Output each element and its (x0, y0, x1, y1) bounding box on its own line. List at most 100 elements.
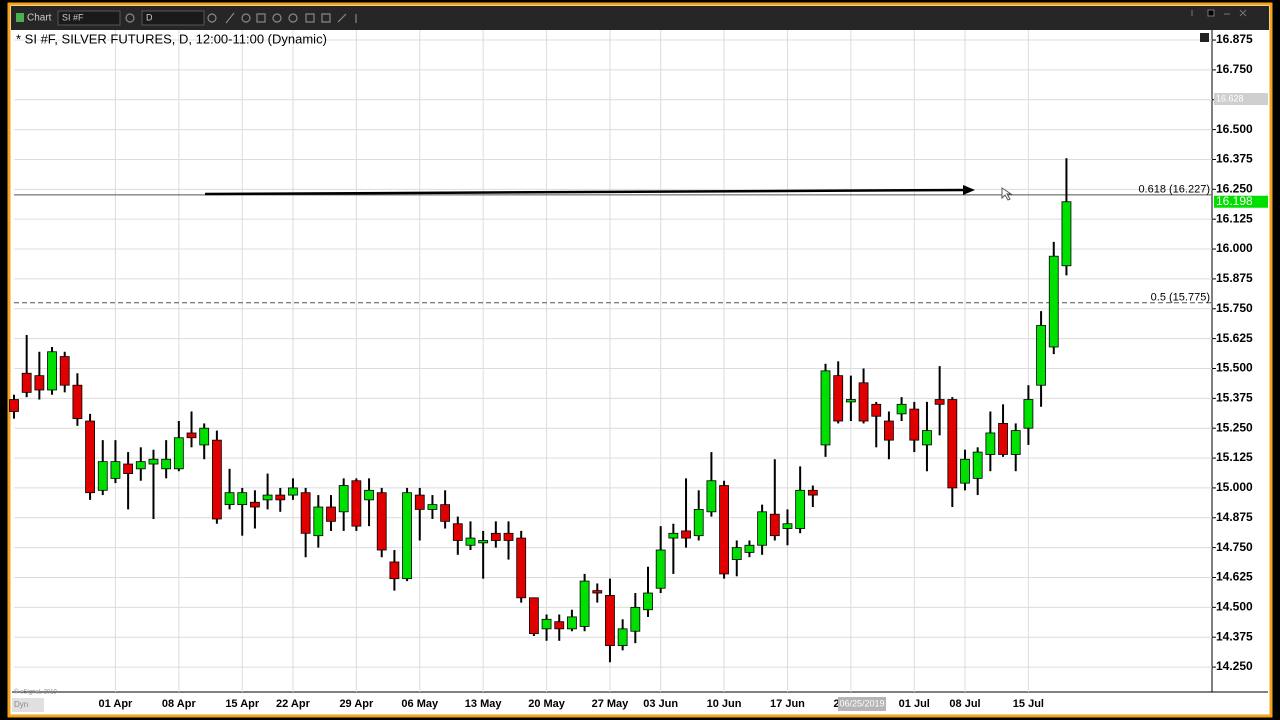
candle-body (440, 504, 451, 522)
candle-body (1036, 325, 1046, 386)
candle-body (909, 408, 920, 441)
candle-body (376, 492, 387, 551)
toolbar-icons[interactable] (125, 12, 357, 24)
candle-body (135, 461, 146, 470)
candle-body (985, 432, 996, 455)
candle-body (59, 356, 70, 386)
candle-body (998, 423, 1008, 455)
symbol-input[interactable]: SI #F (62, 12, 84, 22)
x-tick-label: 15 Apr (225, 698, 260, 710)
chart-title: * SI #F, SILVER FUTURES, D, 12:00-11:00 … (16, 31, 327, 46)
candle-body (72, 384, 83, 420)
candle-body (833, 375, 844, 422)
candle-body (820, 370, 831, 446)
candle-body (643, 592, 653, 611)
candle-body (503, 532, 514, 541)
candle-body (1023, 399, 1034, 429)
candle-body (795, 489, 806, 529)
x-tick-label: 17 Jun (770, 698, 805, 710)
x-tick-label: 20 May (528, 698, 566, 710)
candle-body (465, 537, 476, 546)
candle-body (250, 501, 260, 508)
x-tick-label: 06 May (401, 698, 439, 710)
interval-input[interactable]: D (146, 12, 153, 22)
candle-body (845, 399, 856, 403)
candle-body (731, 547, 742, 560)
candle-body (528, 597, 539, 635)
y-tick-label: 15.375 (1216, 391, 1253, 405)
candle-body (884, 420, 894, 441)
candle-body (592, 590, 603, 594)
candle-body (34, 375, 45, 391)
candle-body (237, 492, 248, 506)
y-tick-label: 16.875 (1216, 32, 1253, 46)
candle-body (288, 487, 298, 496)
x-tick-label: 10 Jun (707, 698, 742, 710)
y-tick-label: 14.250 (1216, 659, 1253, 673)
x-tick-label: 29 Apr (339, 698, 374, 710)
fib-label: 0.5 (15.775) (1151, 292, 1210, 304)
candle-body (275, 494, 286, 501)
candle-body (744, 544, 755, 553)
candle-body (541, 618, 552, 630)
y-tick-label: 15.125 (1216, 450, 1253, 464)
copyright: © eSignal, 2019 (14, 689, 57, 696)
candle-body (262, 494, 273, 501)
window-buttons[interactable] (1191, 9, 1247, 17)
candle-body (85, 420, 95, 494)
x-tick-label: 13 May (465, 698, 503, 710)
candle-body (896, 403, 907, 415)
x-tick-label: 27 May (592, 698, 630, 710)
price-marker-label: 16.628 (1216, 93, 1244, 103)
chart-icon (16, 13, 24, 22)
candle-body (972, 451, 983, 479)
x-tick-label: 22 Apr (276, 698, 311, 710)
y-tick-label: 15.250 (1216, 420, 1253, 434)
corner-icon[interactable] (1200, 33, 1209, 42)
y-tick-label: 16.750 (1216, 62, 1253, 76)
x-tick-label: 01 Apr (99, 698, 134, 710)
x-tick-label: 01 Jul (899, 698, 930, 710)
candle-body (364, 489, 374, 501)
candle-body (47, 351, 57, 391)
price-marker (1214, 93, 1268, 106)
symbol-box[interactable] (57, 10, 121, 26)
mode-box[interactable] (12, 698, 44, 712)
mode-label[interactable]: Dyn (14, 700, 28, 709)
candle-body (21, 372, 32, 393)
candle-body (123, 463, 134, 474)
candle-body (922, 430, 932, 446)
y-tick-label: 14.875 (1216, 510, 1253, 524)
arrow-head (963, 185, 975, 195)
y-tick-label: 14.500 (1216, 600, 1253, 614)
candle-body (478, 540, 489, 544)
y-tick-label: 14.375 (1216, 629, 1253, 643)
cursor-date-box (838, 697, 886, 711)
candle-body (97, 461, 108, 491)
candle-body (719, 485, 729, 575)
candle-body (960, 458, 970, 484)
candle-body (199, 427, 210, 446)
candle-body (490, 532, 501, 541)
candle-body (313, 506, 324, 537)
candle-body (668, 532, 679, 539)
window-frame (7, 2, 1273, 718)
y-tick-label: 14.750 (1216, 540, 1253, 554)
y-tick-label: 15.875 (1216, 271, 1253, 285)
y-tick-label: 16.000 (1216, 241, 1253, 255)
x-tick-label: 03 Jun (643, 698, 678, 710)
candle-body (148, 458, 159, 465)
interval-box[interactable] (141, 10, 205, 26)
cursor-date: 06/25/2019 (839, 698, 884, 708)
candle-body (1010, 430, 1021, 455)
candle-body (693, 509, 704, 537)
candle-body (110, 461, 121, 479)
y-tick-label: 16.250 (1216, 181, 1253, 195)
candle-body (769, 513, 780, 537)
candle-body (338, 485, 349, 513)
candle-body (224, 492, 235, 506)
candle-body (871, 403, 882, 417)
trend-arrow (204, 188, 966, 196)
candle-body (706, 480, 717, 513)
